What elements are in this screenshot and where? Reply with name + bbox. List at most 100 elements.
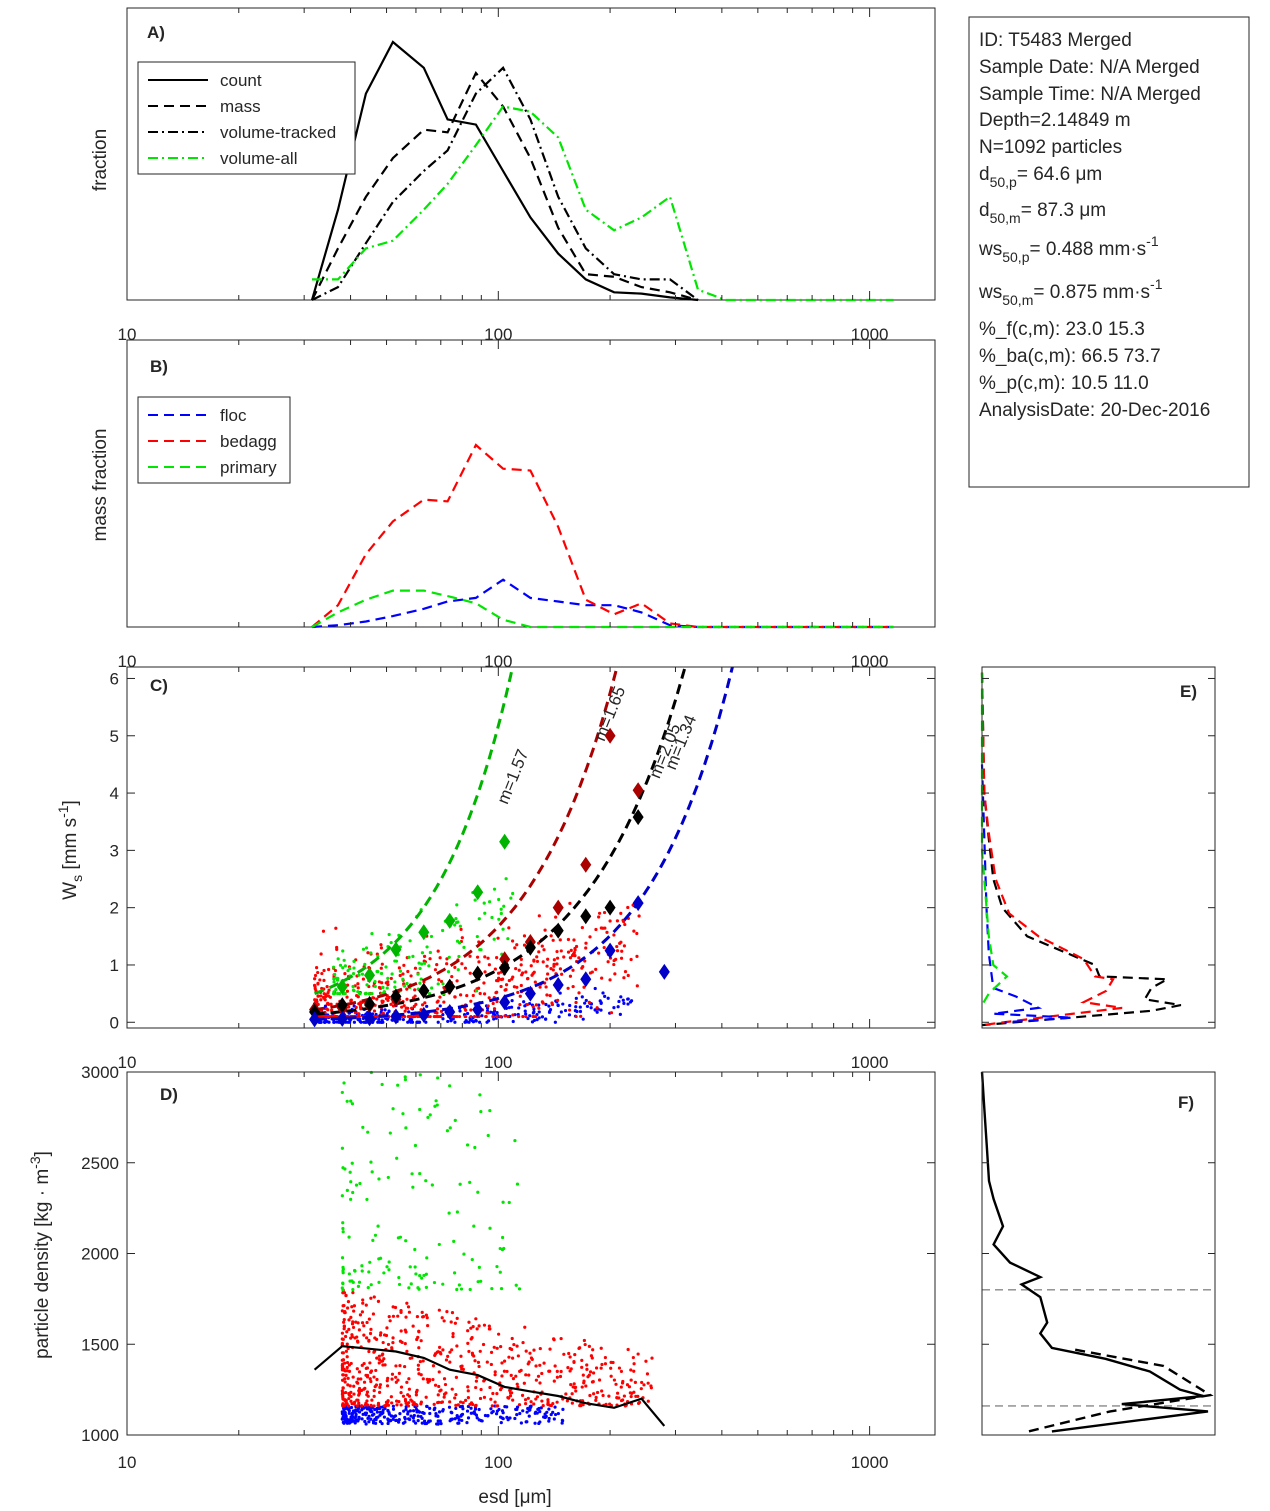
bedagg-point [390, 1346, 394, 1350]
primary-point [391, 1107, 395, 1111]
bedagg-point [394, 1375, 398, 1379]
bedagg-point [523, 1398, 528, 1402]
primary-point [356, 1284, 361, 1288]
bedagg-point [597, 951, 601, 955]
bedagg-point [524, 1014, 528, 1019]
floc-point [346, 1020, 350, 1024]
primary-point [347, 1272, 351, 1276]
bedagg-point [328, 995, 332, 999]
bedagg-point [428, 1014, 432, 1019]
primary-point [351, 1190, 355, 1195]
primary-point [497, 897, 501, 902]
bedagg-point [573, 1385, 578, 1389]
primary-point [348, 1279, 352, 1283]
bedagg-point [346, 1376, 350, 1380]
bedagg-point [529, 1400, 533, 1404]
bedagg-point [345, 1402, 349, 1406]
primary-point [350, 1102, 355, 1106]
bedagg-point [552, 1338, 556, 1342]
bedagg-point [511, 1376, 516, 1381]
bedagg-point [518, 994, 522, 998]
floc-point [350, 1413, 354, 1417]
bedagg-point [386, 1399, 390, 1403]
floc-point [391, 1417, 395, 1421]
bedagg-point [383, 1363, 387, 1367]
bedagg-point [416, 1014, 420, 1019]
y-tick-label: 3 [110, 841, 119, 860]
bedagg-point [496, 971, 501, 975]
info-pba: %_ba(c,m): 66.5 73.7 [979, 346, 1161, 367]
floc-point [383, 1008, 387, 1012]
floc-point [547, 1407, 551, 1411]
primary-point [435, 1103, 439, 1107]
bedagg-point [519, 957, 523, 962]
bedagg-point [378, 1385, 382, 1389]
bedagg-point [581, 1373, 585, 1377]
bedagg-point [538, 985, 542, 989]
floc-point [537, 1016, 541, 1020]
floc-point [495, 1409, 500, 1413]
bedagg-point [629, 1394, 633, 1399]
bedagg-point [626, 905, 630, 910]
bedagg-point [507, 926, 511, 930]
floc-point [483, 1413, 488, 1418]
primary-point [358, 992, 362, 996]
y-tick-label: 6 [110, 669, 119, 688]
primary-point [414, 1272, 418, 1276]
bedagg-point [514, 1374, 518, 1378]
bedagg-point [502, 1369, 507, 1373]
primary-point [407, 1286, 411, 1290]
primary-point [370, 992, 374, 996]
panel-label: C) [150, 676, 168, 695]
bedagg-point [313, 973, 318, 978]
floc-point [523, 1004, 527, 1008]
primary-point [488, 1226, 492, 1230]
bedagg-point [397, 1400, 401, 1404]
bedagg-point [407, 1387, 411, 1391]
bedagg-point [572, 938, 576, 942]
info-id: ID: T5483 Merged [979, 30, 1132, 51]
primary-point [418, 1073, 422, 1077]
bedagg-point [551, 968, 555, 972]
bedagg-point [527, 1373, 531, 1377]
bedagg-point [350, 1305, 354, 1309]
floc-point [423, 1421, 428, 1425]
bedagg-point [411, 1324, 415, 1328]
floc-point [599, 1008, 603, 1012]
bedagg-point [467, 1320, 471, 1324]
primary-point [366, 1285, 370, 1290]
bedagg-point [440, 1400, 445, 1404]
panel-label: B) [150, 357, 168, 376]
bedagg-point [457, 1014, 462, 1019]
bedagg-point [412, 1004, 416, 1008]
bedagg-point [495, 1014, 499, 1019]
bedagg-point [466, 1329, 470, 1333]
bedagg-point [566, 937, 571, 942]
bin-diamond [390, 988, 402, 1005]
bedagg-point [542, 948, 546, 952]
bedagg-point [499, 984, 503, 989]
bedagg-point [437, 1308, 441, 1312]
bedagg-point [341, 1373, 345, 1377]
primary-point [457, 941, 462, 945]
bedagg-point [387, 1315, 391, 1319]
bedagg-point [345, 1306, 350, 1310]
bedagg-point [318, 978, 322, 982]
bedagg-point [369, 1327, 373, 1331]
bedagg-point [592, 1392, 596, 1396]
bedagg-point [426, 1324, 430, 1328]
bedagg-point [612, 962, 616, 967]
floc-point [499, 1421, 503, 1425]
primary-point [341, 966, 345, 970]
primary-point [441, 982, 445, 986]
floc-point [346, 1419, 351, 1423]
profile-line [980, 1071, 1209, 1433]
bedagg-point [619, 1385, 623, 1389]
primary-point [353, 1269, 357, 1273]
bedagg-point [385, 1326, 389, 1330]
floc-point [460, 1412, 465, 1416]
bedagg-point [460, 936, 464, 940]
bedagg-point [622, 920, 626, 924]
primary-point [332, 992, 336, 996]
bedagg-point [345, 995, 349, 999]
